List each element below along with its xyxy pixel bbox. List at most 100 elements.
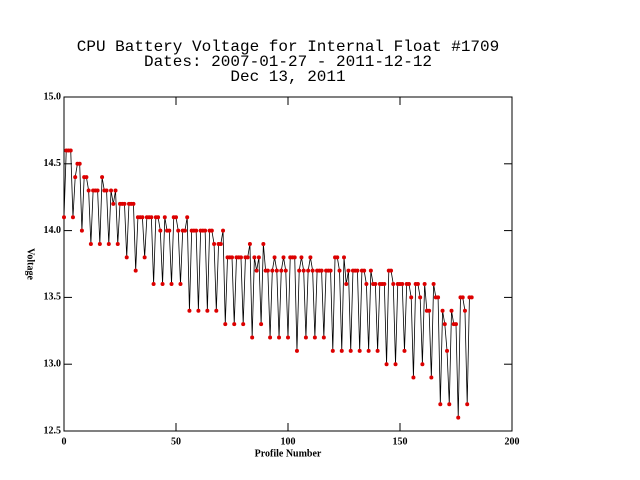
y-tick-label: 15.0	[44, 91, 62, 102]
data-point	[167, 228, 172, 233]
data-point	[355, 268, 360, 273]
x-tick-label: 200	[505, 436, 520, 447]
data-point	[133, 268, 138, 273]
data-point	[344, 282, 349, 287]
data-point	[438, 402, 443, 407]
data-point	[415, 282, 420, 287]
data-point	[272, 255, 277, 260]
data-point	[391, 282, 396, 287]
data-point	[328, 268, 333, 273]
data-point	[187, 308, 192, 313]
x-tick-label: 150	[393, 436, 408, 447]
data-point	[454, 322, 458, 327]
chart-title: CPU Battery Voltage for Internal Float #…	[77, 38, 499, 56]
data-point	[252, 255, 257, 260]
y-axis-label: Voltage	[25, 248, 36, 280]
data-point	[194, 228, 199, 233]
data-point	[73, 175, 78, 180]
data-point	[308, 255, 313, 260]
data-point	[427, 308, 432, 313]
y-tick-label: 12.5	[44, 425, 62, 436]
data-point	[115, 241, 120, 246]
data-point	[160, 282, 165, 287]
data-point	[422, 282, 427, 287]
data-point	[223, 322, 228, 327]
data-point	[265, 268, 270, 273]
data-point	[84, 175, 89, 180]
data-point	[321, 335, 326, 340]
data-point	[111, 201, 116, 206]
data-point	[95, 188, 100, 193]
data-point	[411, 375, 416, 380]
data-point	[86, 188, 91, 193]
plot-frame	[63, 96, 513, 432]
data-point	[406, 282, 411, 287]
data-point	[221, 228, 226, 233]
data-point	[330, 348, 335, 353]
data-point	[431, 282, 436, 287]
data-point	[124, 255, 129, 260]
data-point	[299, 255, 304, 260]
data-point	[68, 148, 73, 153]
data-point	[88, 241, 93, 246]
data-point	[238, 255, 243, 260]
data-point	[158, 228, 163, 233]
data-point	[342, 255, 346, 260]
data-point	[348, 348, 353, 353]
x-tick-label: 0	[62, 436, 67, 447]
data-point	[209, 228, 214, 233]
data-point	[156, 215, 161, 220]
chart-subtitle: Dates: 2007-01-27 - 2011-12-12	[144, 53, 432, 71]
data-point	[196, 308, 201, 313]
data-point	[294, 348, 299, 353]
data-point	[357, 348, 362, 353]
data-point	[203, 228, 208, 233]
data-point	[106, 241, 111, 246]
data-point	[469, 295, 474, 300]
data-point	[169, 282, 174, 287]
data-point	[100, 175, 105, 180]
data-point	[465, 402, 470, 407]
data-point	[218, 241, 223, 246]
data-point	[306, 268, 311, 273]
data-point	[149, 215, 154, 220]
data-point	[281, 255, 286, 260]
data-point	[420, 362, 425, 367]
data-point	[104, 188, 109, 193]
data-point	[335, 255, 340, 260]
data-point	[375, 348, 380, 353]
data-point	[319, 268, 324, 273]
data-point	[250, 335, 255, 340]
data-point	[312, 335, 317, 340]
data-point	[418, 295, 423, 300]
data-point	[261, 241, 266, 246]
data-point	[230, 255, 234, 260]
data-point	[151, 282, 156, 287]
data-point	[362, 268, 367, 273]
data-point	[384, 362, 389, 367]
data-point	[232, 322, 237, 327]
data-point	[389, 268, 394, 273]
data-point	[256, 255, 261, 260]
data-point	[373, 282, 378, 287]
data-point	[279, 268, 284, 273]
data-point	[456, 415, 461, 420]
data-point	[409, 295, 414, 300]
data-point	[113, 188, 118, 193]
x-tick-label: 50	[171, 436, 181, 447]
data-point	[247, 241, 252, 246]
data-point	[303, 335, 308, 340]
data-point	[277, 335, 282, 340]
data-point	[185, 215, 190, 220]
data-point	[364, 282, 369, 287]
y-tick-label: 14.5	[44, 158, 62, 169]
data-point	[440, 308, 445, 313]
chart-date: Dec 13, 2011	[230, 68, 345, 86]
data-point	[283, 268, 288, 273]
y-tick-label: 13.5	[44, 292, 62, 303]
data-point	[337, 268, 342, 273]
data-point	[462, 308, 467, 313]
data-point	[97, 241, 102, 246]
data-point	[445, 348, 450, 353]
data-point	[297, 268, 302, 273]
